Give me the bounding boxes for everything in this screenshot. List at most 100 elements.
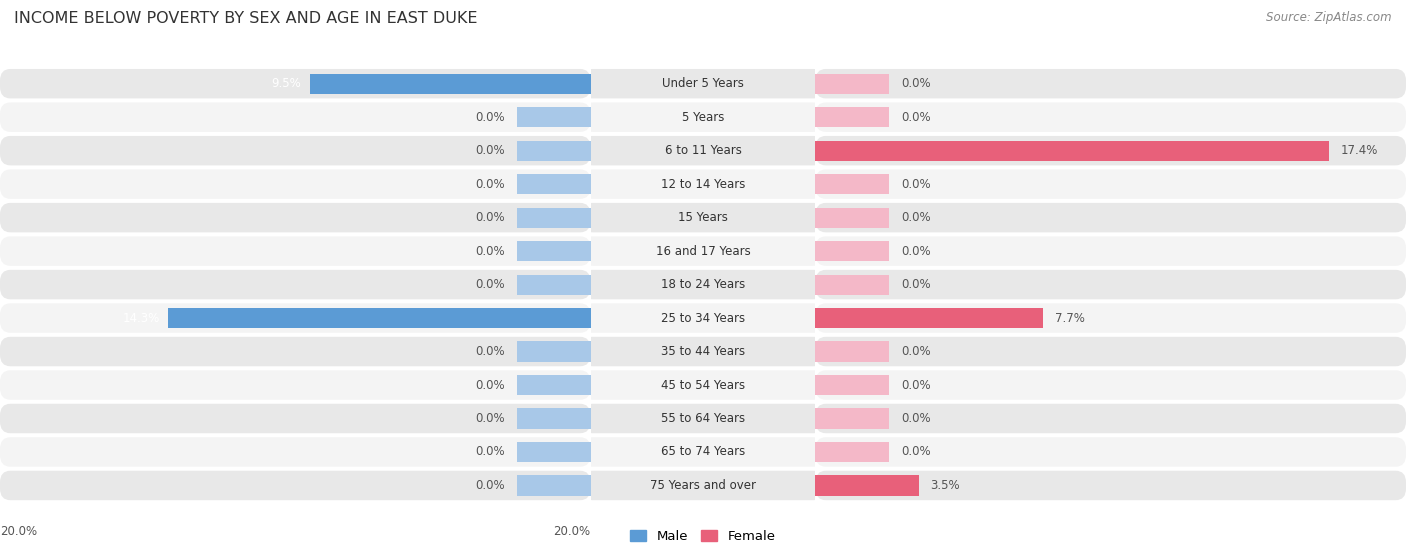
Bar xyxy=(517,141,591,161)
Text: 16 and 17 Years: 16 and 17 Years xyxy=(655,244,751,258)
FancyBboxPatch shape xyxy=(591,304,815,333)
FancyBboxPatch shape xyxy=(0,136,591,165)
FancyBboxPatch shape xyxy=(591,203,815,232)
Text: 0.0%: 0.0% xyxy=(901,77,931,90)
FancyBboxPatch shape xyxy=(591,404,815,433)
Bar xyxy=(815,174,889,194)
Bar xyxy=(815,408,889,429)
FancyBboxPatch shape xyxy=(0,170,591,199)
Text: 0.0%: 0.0% xyxy=(475,177,505,191)
Text: 6 to 11 Years: 6 to 11 Years xyxy=(665,144,741,157)
Text: 0.0%: 0.0% xyxy=(475,412,505,425)
Text: 17.4%: 17.4% xyxy=(1341,144,1378,157)
Text: 0.0%: 0.0% xyxy=(475,244,505,258)
FancyBboxPatch shape xyxy=(0,371,591,400)
Bar xyxy=(517,375,591,395)
Bar xyxy=(517,341,591,362)
FancyBboxPatch shape xyxy=(815,103,1406,132)
Text: 14.3%: 14.3% xyxy=(122,311,159,325)
FancyBboxPatch shape xyxy=(0,69,591,98)
Text: 55 to 64 Years: 55 to 64 Years xyxy=(661,412,745,425)
Text: 0.0%: 0.0% xyxy=(901,110,931,124)
Text: 45 to 54 Years: 45 to 54 Years xyxy=(661,378,745,392)
Text: 0.0%: 0.0% xyxy=(901,445,931,459)
Text: 3.5%: 3.5% xyxy=(931,479,960,492)
Text: 65 to 74 Years: 65 to 74 Years xyxy=(661,445,745,459)
FancyBboxPatch shape xyxy=(815,371,1406,400)
Bar xyxy=(517,408,591,429)
Text: 0.0%: 0.0% xyxy=(901,278,931,291)
Bar xyxy=(815,208,889,228)
Text: 15 Years: 15 Years xyxy=(678,211,728,224)
FancyBboxPatch shape xyxy=(815,237,1406,266)
FancyBboxPatch shape xyxy=(815,437,1406,466)
Bar xyxy=(815,241,889,261)
Bar xyxy=(815,341,889,362)
FancyBboxPatch shape xyxy=(815,270,1406,299)
Bar xyxy=(815,74,889,94)
Bar xyxy=(815,442,889,462)
Bar xyxy=(309,74,591,94)
FancyBboxPatch shape xyxy=(591,270,815,299)
FancyBboxPatch shape xyxy=(815,471,1406,500)
Text: 0.0%: 0.0% xyxy=(901,177,931,191)
FancyBboxPatch shape xyxy=(591,103,815,132)
Text: 35 to 44 Years: 35 to 44 Years xyxy=(661,345,745,358)
FancyBboxPatch shape xyxy=(0,404,591,433)
Text: 9.5%: 9.5% xyxy=(271,77,301,90)
FancyBboxPatch shape xyxy=(815,203,1406,232)
Text: 0.0%: 0.0% xyxy=(475,479,505,492)
Bar xyxy=(517,208,591,228)
Text: 0.0%: 0.0% xyxy=(901,345,931,358)
FancyBboxPatch shape xyxy=(815,170,1406,199)
Bar xyxy=(517,275,591,295)
Bar xyxy=(815,107,889,127)
FancyBboxPatch shape xyxy=(0,237,591,266)
FancyBboxPatch shape xyxy=(815,136,1406,165)
Text: INCOME BELOW POVERTY BY SEX AND AGE IN EAST DUKE: INCOME BELOW POVERTY BY SEX AND AGE IN E… xyxy=(14,11,478,26)
Text: 20.0%: 20.0% xyxy=(0,525,37,537)
Text: 0.0%: 0.0% xyxy=(475,278,505,291)
Bar xyxy=(517,475,591,496)
Text: 0.0%: 0.0% xyxy=(475,378,505,392)
FancyBboxPatch shape xyxy=(591,471,815,500)
Legend: Male, Female: Male, Female xyxy=(626,525,780,549)
Text: 0.0%: 0.0% xyxy=(475,345,505,358)
Text: 12 to 14 Years: 12 to 14 Years xyxy=(661,177,745,191)
Text: 75 Years and over: 75 Years and over xyxy=(650,479,756,492)
FancyBboxPatch shape xyxy=(591,437,815,466)
Text: Source: ZipAtlas.com: Source: ZipAtlas.com xyxy=(1267,11,1392,24)
Bar xyxy=(517,174,591,194)
Text: 0.0%: 0.0% xyxy=(901,244,931,258)
Bar xyxy=(815,275,889,295)
FancyBboxPatch shape xyxy=(591,237,815,266)
Bar xyxy=(815,475,920,496)
Bar xyxy=(815,375,889,395)
FancyBboxPatch shape xyxy=(0,304,591,333)
FancyBboxPatch shape xyxy=(591,337,815,366)
FancyBboxPatch shape xyxy=(0,103,591,132)
FancyBboxPatch shape xyxy=(815,337,1406,366)
FancyBboxPatch shape xyxy=(591,69,815,98)
FancyBboxPatch shape xyxy=(0,270,591,299)
Bar xyxy=(815,141,1329,161)
FancyBboxPatch shape xyxy=(0,437,591,466)
Text: 20.0%: 20.0% xyxy=(554,525,591,537)
FancyBboxPatch shape xyxy=(0,337,591,366)
FancyBboxPatch shape xyxy=(815,304,1406,333)
Text: 0.0%: 0.0% xyxy=(475,110,505,124)
Text: 0.0%: 0.0% xyxy=(901,211,931,224)
Bar xyxy=(815,308,1043,328)
FancyBboxPatch shape xyxy=(591,170,815,199)
Bar xyxy=(517,241,591,261)
Bar xyxy=(169,308,591,328)
Text: 7.7%: 7.7% xyxy=(1054,311,1084,325)
FancyBboxPatch shape xyxy=(0,203,591,232)
Text: 0.0%: 0.0% xyxy=(475,144,505,157)
FancyBboxPatch shape xyxy=(0,471,591,500)
FancyBboxPatch shape xyxy=(815,69,1406,98)
Text: 18 to 24 Years: 18 to 24 Years xyxy=(661,278,745,291)
FancyBboxPatch shape xyxy=(591,371,815,400)
Text: 0.0%: 0.0% xyxy=(901,412,931,425)
Text: Under 5 Years: Under 5 Years xyxy=(662,77,744,90)
